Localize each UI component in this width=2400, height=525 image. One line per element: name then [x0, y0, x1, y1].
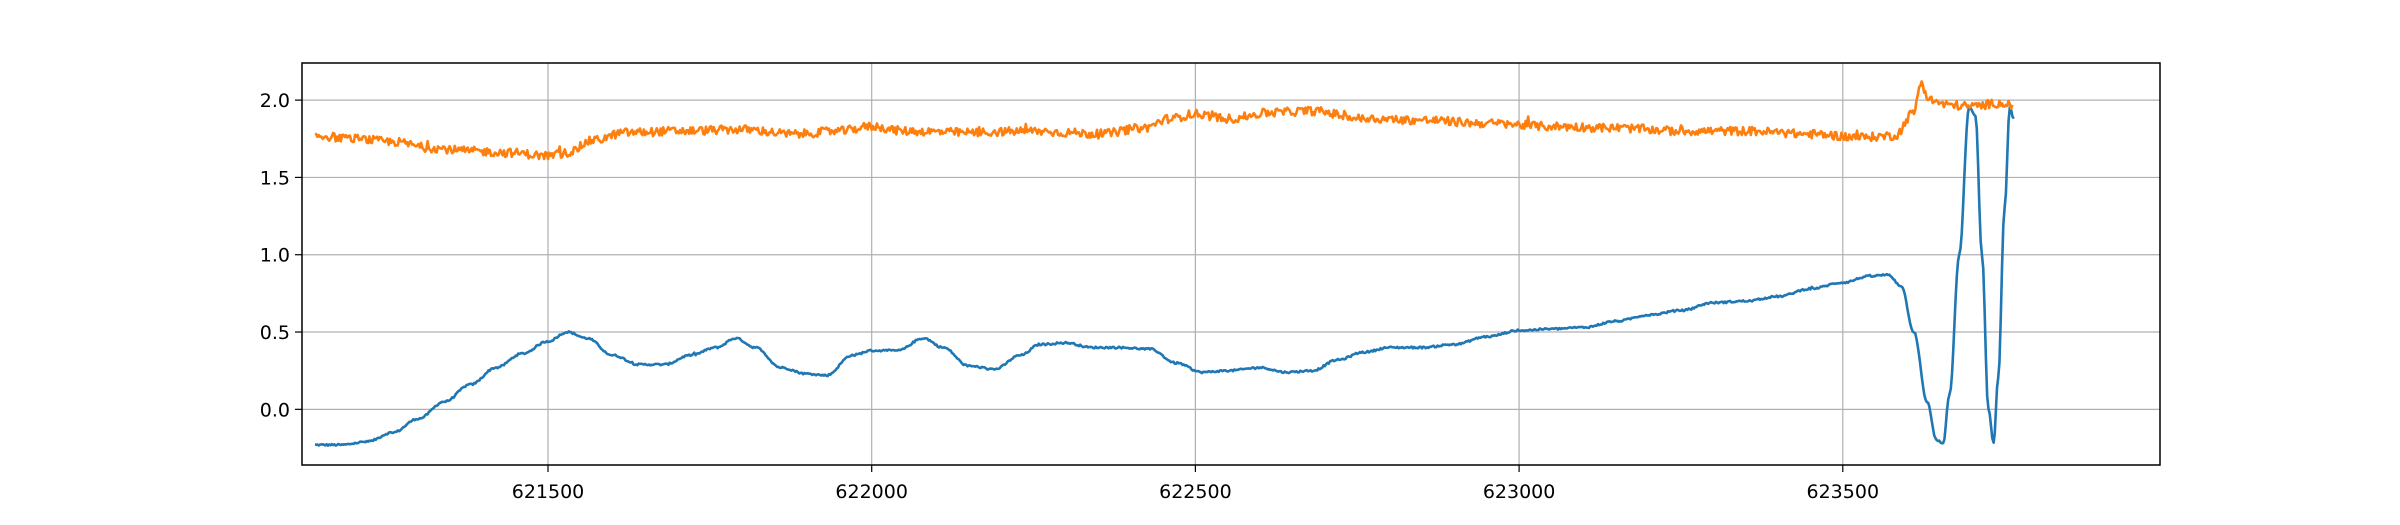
y-tick-label-2: 1.0: [260, 245, 290, 267]
axes: 621500 622000 622500 623000 623500 0.0 0.5 1.0 1…: [260, 62, 2161, 503]
series-line-1: [314, 80, 2014, 161]
series-line-0: [314, 105, 2015, 447]
y-tick-label-3: 1.5: [260, 167, 290, 189]
y-tick-label-0: 0.0: [260, 399, 290, 421]
x-tick-label-3: 623000: [1483, 481, 1556, 503]
grid: [302, 63, 2160, 465]
series-layer: [314, 80, 2015, 447]
plot-frame: [301, 62, 2161, 466]
y-tick-label-1: 0.5: [260, 322, 290, 344]
x-tick-label-0: 621500: [512, 481, 585, 503]
x-tick-label-2: 622500: [1159, 481, 1232, 503]
y-tick-label-4: 2.0: [260, 90, 290, 112]
x-tick-label-1: 622000: [835, 481, 908, 503]
x-tick-label-4: 623500: [1807, 481, 1880, 503]
